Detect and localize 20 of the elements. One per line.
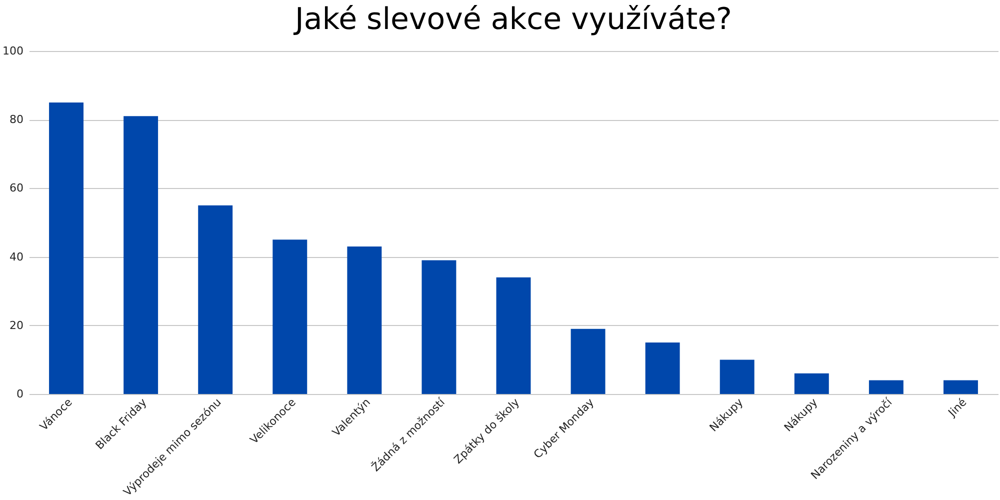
bar	[272, 240, 308, 394]
bar	[720, 360, 754, 394]
y-tick-label: 60	[10, 182, 24, 195]
bar	[347, 246, 382, 394]
bar	[570, 328, 606, 394]
y-tick-label: 20	[10, 318, 24, 332]
bar	[794, 373, 829, 394]
y-tick-label: 0	[16, 388, 24, 400]
bar	[198, 205, 233, 394]
bar	[422, 260, 456, 394]
y-tick-label: 40	[10, 250, 24, 264]
bar	[943, 380, 978, 394]
bar	[49, 102, 84, 394]
bar	[645, 342, 680, 394]
bar	[868, 380, 904, 394]
bar	[496, 277, 531, 394]
y-tick-label: 100	[2, 44, 24, 58]
y-tick-label: 80	[10, 113, 24, 126]
chart-title: Jaké slevové akce využíváte?	[293, 2, 732, 37]
bar	[124, 116, 158, 394]
